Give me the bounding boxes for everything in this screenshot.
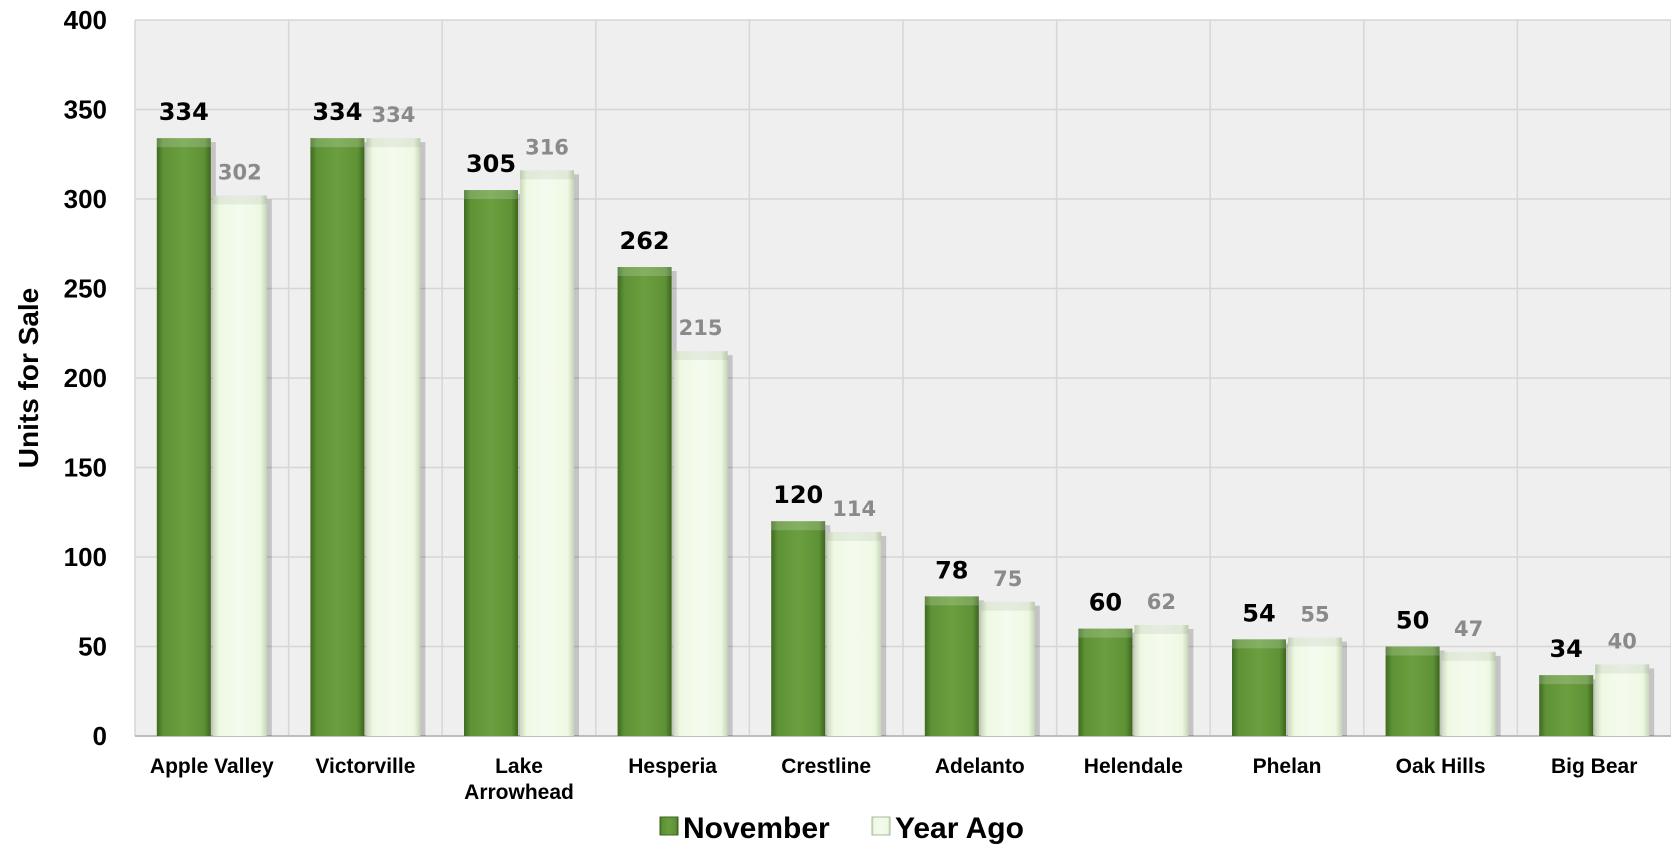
bar-bevel	[673, 351, 728, 361]
legend-item: November	[659, 812, 830, 844]
data-label: 55	[1300, 603, 1329, 627]
data-label: 302	[218, 160, 262, 184]
y-axis-ticks: 0 50 100 150 200 250 300 350 400	[64, 5, 107, 751]
bar-november	[464, 190, 518, 737]
bar-year-ago	[673, 351, 728, 736]
bar-year-ago	[1134, 625, 1189, 736]
data-label: 54	[1242, 599, 1275, 627]
bar-november	[924, 596, 979, 736]
legend-swatch-year-ago	[871, 816, 891, 836]
bars	[156, 138, 1655, 737]
data-label: 114	[832, 497, 876, 521]
bar-bevel	[924, 596, 979, 606]
bar-november	[771, 521, 826, 736]
x-tick-label: Oak Hills	[1396, 755, 1486, 778]
bar-year-ago	[212, 195, 267, 737]
bar-november	[1078, 628, 1133, 736]
bar-bevel	[1232, 639, 1286, 649]
legend: November Year Ago	[659, 812, 1024, 844]
bar-bevel	[1288, 637, 1342, 647]
data-label: 50	[1396, 607, 1429, 635]
x-tick-label: Adelanto	[935, 755, 1025, 778]
data-label: 305	[466, 150, 516, 178]
x-axis-ticks: Apple Valley Victorville Lake Arrowhead Hesp…	[150, 755, 1637, 804]
bar-year-ago	[980, 601, 1035, 736]
y-tick-label: 50	[78, 632, 107, 662]
x-tick-label: Crestline	[781, 755, 871, 778]
bar-bevel	[980, 601, 1035, 611]
data-label: 78	[935, 556, 968, 584]
bar-bevel	[1134, 625, 1189, 635]
bar-november	[1232, 639, 1286, 736]
y-axis-label: Units for Sale	[13, 288, 44, 468]
bar-bevel	[310, 138, 365, 148]
bar-year-ago	[366, 138, 421, 736]
x-tick-label: Victorville	[315, 755, 415, 778]
data-label: 62	[1147, 590, 1176, 614]
bar-year-ago	[827, 531, 882, 736]
data-label: 40	[1608, 629, 1637, 653]
bar-bevel	[1385, 646, 1440, 656]
bar-bevel	[771, 521, 826, 531]
bar-bevel	[366, 138, 421, 148]
bar-bevel	[1078, 628, 1133, 638]
bar-november	[156, 138, 211, 736]
x-tick-label: Phelan	[1253, 755, 1322, 778]
data-label: 316	[525, 135, 569, 159]
data-label: 215	[679, 316, 723, 340]
x-tick-label: Helendale	[1084, 755, 1183, 778]
data-label: 334	[312, 98, 362, 126]
data-label: 34	[1549, 635, 1582, 663]
y-tick-label: 350	[64, 95, 107, 125]
y-tick-label: 250	[64, 274, 107, 304]
data-label: 75	[993, 567, 1022, 591]
x-tick-label: Hesperia	[628, 755, 717, 778]
bar-bevel	[156, 138, 211, 148]
bar-bevel	[1539, 675, 1594, 685]
bar-november	[617, 267, 672, 736]
bar-year-ago	[520, 170, 574, 737]
data-label: 334	[371, 103, 415, 127]
data-labels: 334 302 334 334 305 316 262 215 120 114 78 75 60 62 54…	[159, 98, 1637, 663]
y-tick-label: 100	[64, 542, 107, 572]
legend-item: Year Ago	[871, 812, 1024, 844]
bar-november	[1385, 646, 1440, 736]
bar-bevel	[520, 170, 574, 180]
y-tick-label: 300	[64, 184, 107, 214]
y-tick-label: 150	[64, 453, 107, 483]
bar-bevel	[827, 531, 882, 541]
legend-swatch-november	[659, 816, 679, 836]
bar-bevel	[1441, 651, 1496, 661]
bar-year-ago	[1595, 664, 1650, 736]
data-label: 334	[159, 98, 209, 126]
y-tick-label: 400	[64, 5, 107, 35]
bar-bevel	[464, 190, 518, 200]
x-tick-label: Apple Valley	[150, 755, 274, 778]
data-label: 60	[1089, 589, 1122, 617]
bar-bevel	[617, 267, 672, 277]
y-tick-label: 0	[93, 721, 107, 751]
y-tick-label: 200	[64, 363, 107, 393]
data-label: 120	[773, 481, 823, 509]
data-label: 47	[1454, 617, 1483, 641]
x-tick-label: Lake Arrowhead	[464, 755, 574, 804]
bar-november	[1539, 675, 1594, 736]
bar-november	[310, 138, 365, 736]
legend-label: November	[683, 812, 830, 844]
bar-bevel	[212, 195, 267, 205]
bar-year-ago	[1441, 651, 1496, 736]
bar-bevel	[1595, 664, 1650, 674]
bar-year-ago	[1288, 637, 1342, 736]
legend-label: Year Ago	[895, 812, 1024, 844]
data-label: 262	[620, 227, 670, 255]
x-tick-label: Big Bear	[1551, 755, 1637, 778]
